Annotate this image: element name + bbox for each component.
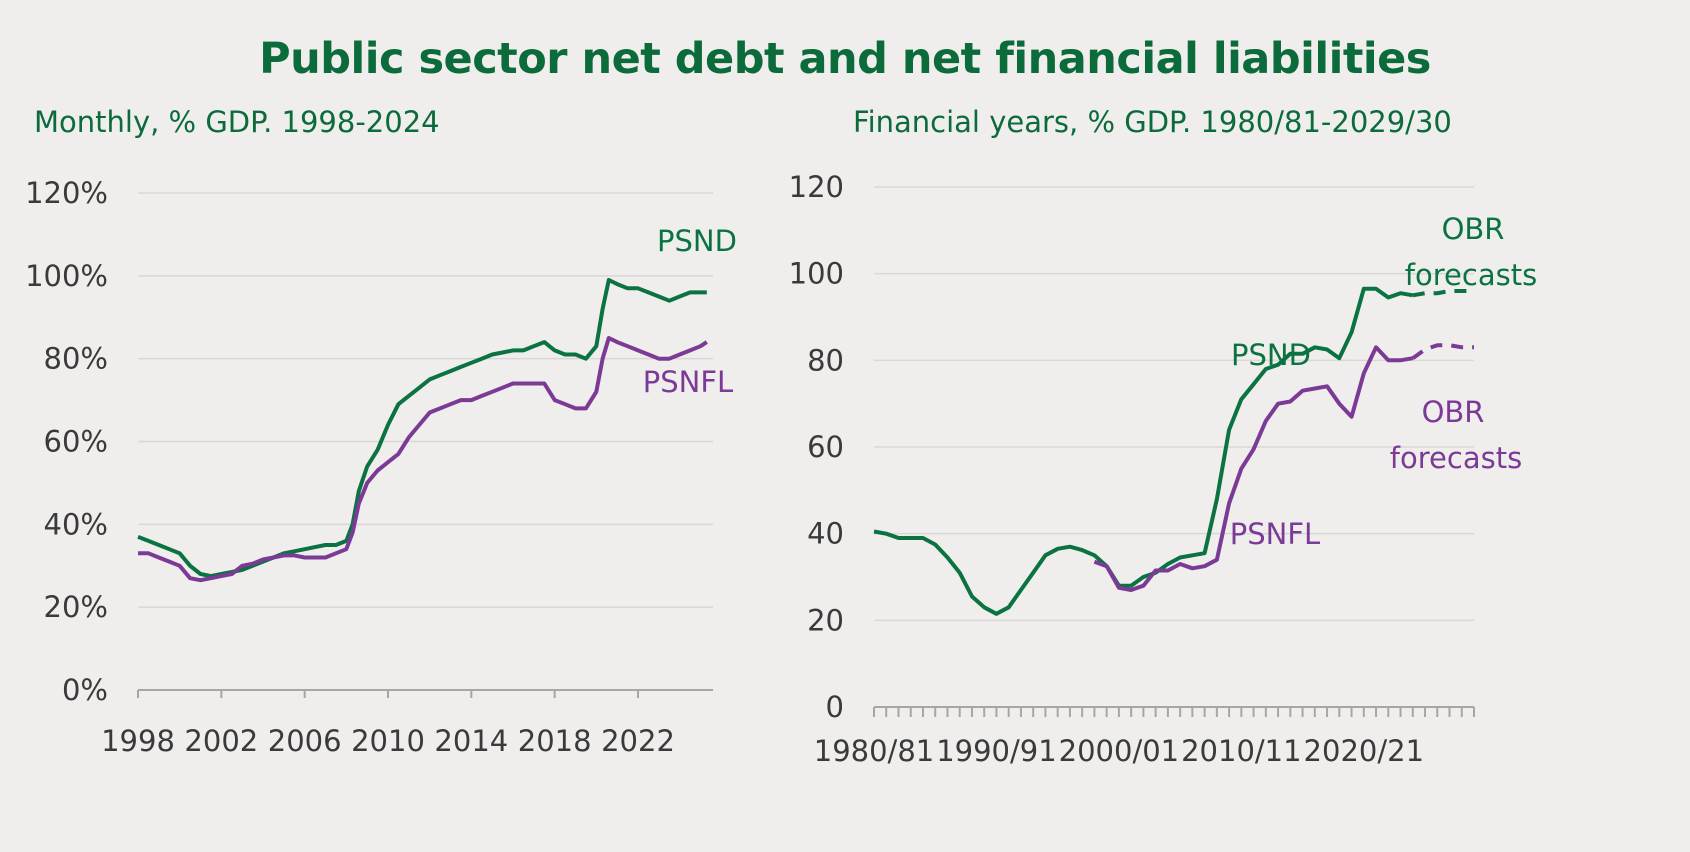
right-y-tick-label: 0 [826, 690, 844, 724]
right-series-line-psnfl [1093, 345, 1414, 592]
left-y-tick-label: 20% [44, 590, 108, 624]
right-chart-subtitle: Financial years, % GDP. 1980/81-2029/30 [853, 105, 1452, 139]
right-psnd-label: PSND [1231, 338, 1311, 372]
right-forecast-line-psnfl [1411, 343, 1474, 360]
left-x-tick-label: 2010 [351, 724, 425, 758]
left-y-tick-label: 60% [44, 425, 108, 459]
right-y-tick-label: 40 [807, 517, 844, 551]
right-series-line-psnd [873, 286, 1414, 616]
right-x-tick-label: 2000/01 [1059, 734, 1179, 768]
right-y-tick-label: 60 [807, 430, 844, 464]
right-y-tick-label: 120 [789, 170, 844, 204]
left-x-tick-label: 2018 [518, 724, 592, 758]
right-x-tick-label: 1990/91 [936, 734, 1056, 768]
left-x-tick-label: 2006 [268, 724, 342, 758]
left-x-tick-label: 1998 [101, 724, 175, 758]
right-y-tick-label: 100 [789, 257, 844, 291]
left-y-tick-label: 40% [44, 507, 108, 541]
right-psnfl-forecasts-label: forecasts [1390, 441, 1522, 475]
left-y-tick-label: 120% [25, 176, 108, 210]
right-forecast-line-psnd [1412, 289, 1474, 298]
left-chart-subtitle: Monthly, % GDP. 1998-2024 [34, 105, 440, 139]
right-chart: 0 20 40 60 80 100 120 1980/81 1990/91 2000/01 2010… [789, 170, 1538, 768]
right-x-tick-label: 2010/11 [1181, 734, 1301, 768]
left-y-tick-label: 0% [62, 673, 108, 707]
right-x-tick-label: 1980/81 [814, 734, 934, 768]
chart-title: Public sector net debt and net financial… [259, 34, 1431, 84]
right-psnd-obr-label: OBR [1442, 212, 1505, 246]
left-x-tick-label: 2022 [601, 724, 675, 758]
right-y-tick-label: 80 [807, 343, 844, 377]
right-y-tick-label: 20 [807, 603, 844, 637]
left-psnd-label: PSND [657, 224, 737, 258]
right-x-tick-label: 2020/21 [1304, 734, 1424, 768]
left-x-tick-label: 2002 [184, 724, 258, 758]
left-x-tick-label: 2014 [434, 724, 508, 758]
left-chart: 0% 20% 40% 60% 80% 100% 120% 1998 2002 2006 2010 20… [25, 176, 737, 758]
right-psnfl-label: PSNFL [1230, 517, 1320, 551]
left-psnfl-label: PSNFL [643, 365, 733, 399]
left-series-line-psnfl [138, 336, 708, 583]
left-y-tick-label: 80% [44, 342, 108, 376]
right-psnfl-obr-label: OBR [1422, 395, 1485, 429]
right-psnd-forecasts-label: forecasts [1405, 258, 1537, 292]
left-series-line-psnd [137, 278, 707, 579]
left-y-tick-label: 100% [25, 259, 108, 293]
